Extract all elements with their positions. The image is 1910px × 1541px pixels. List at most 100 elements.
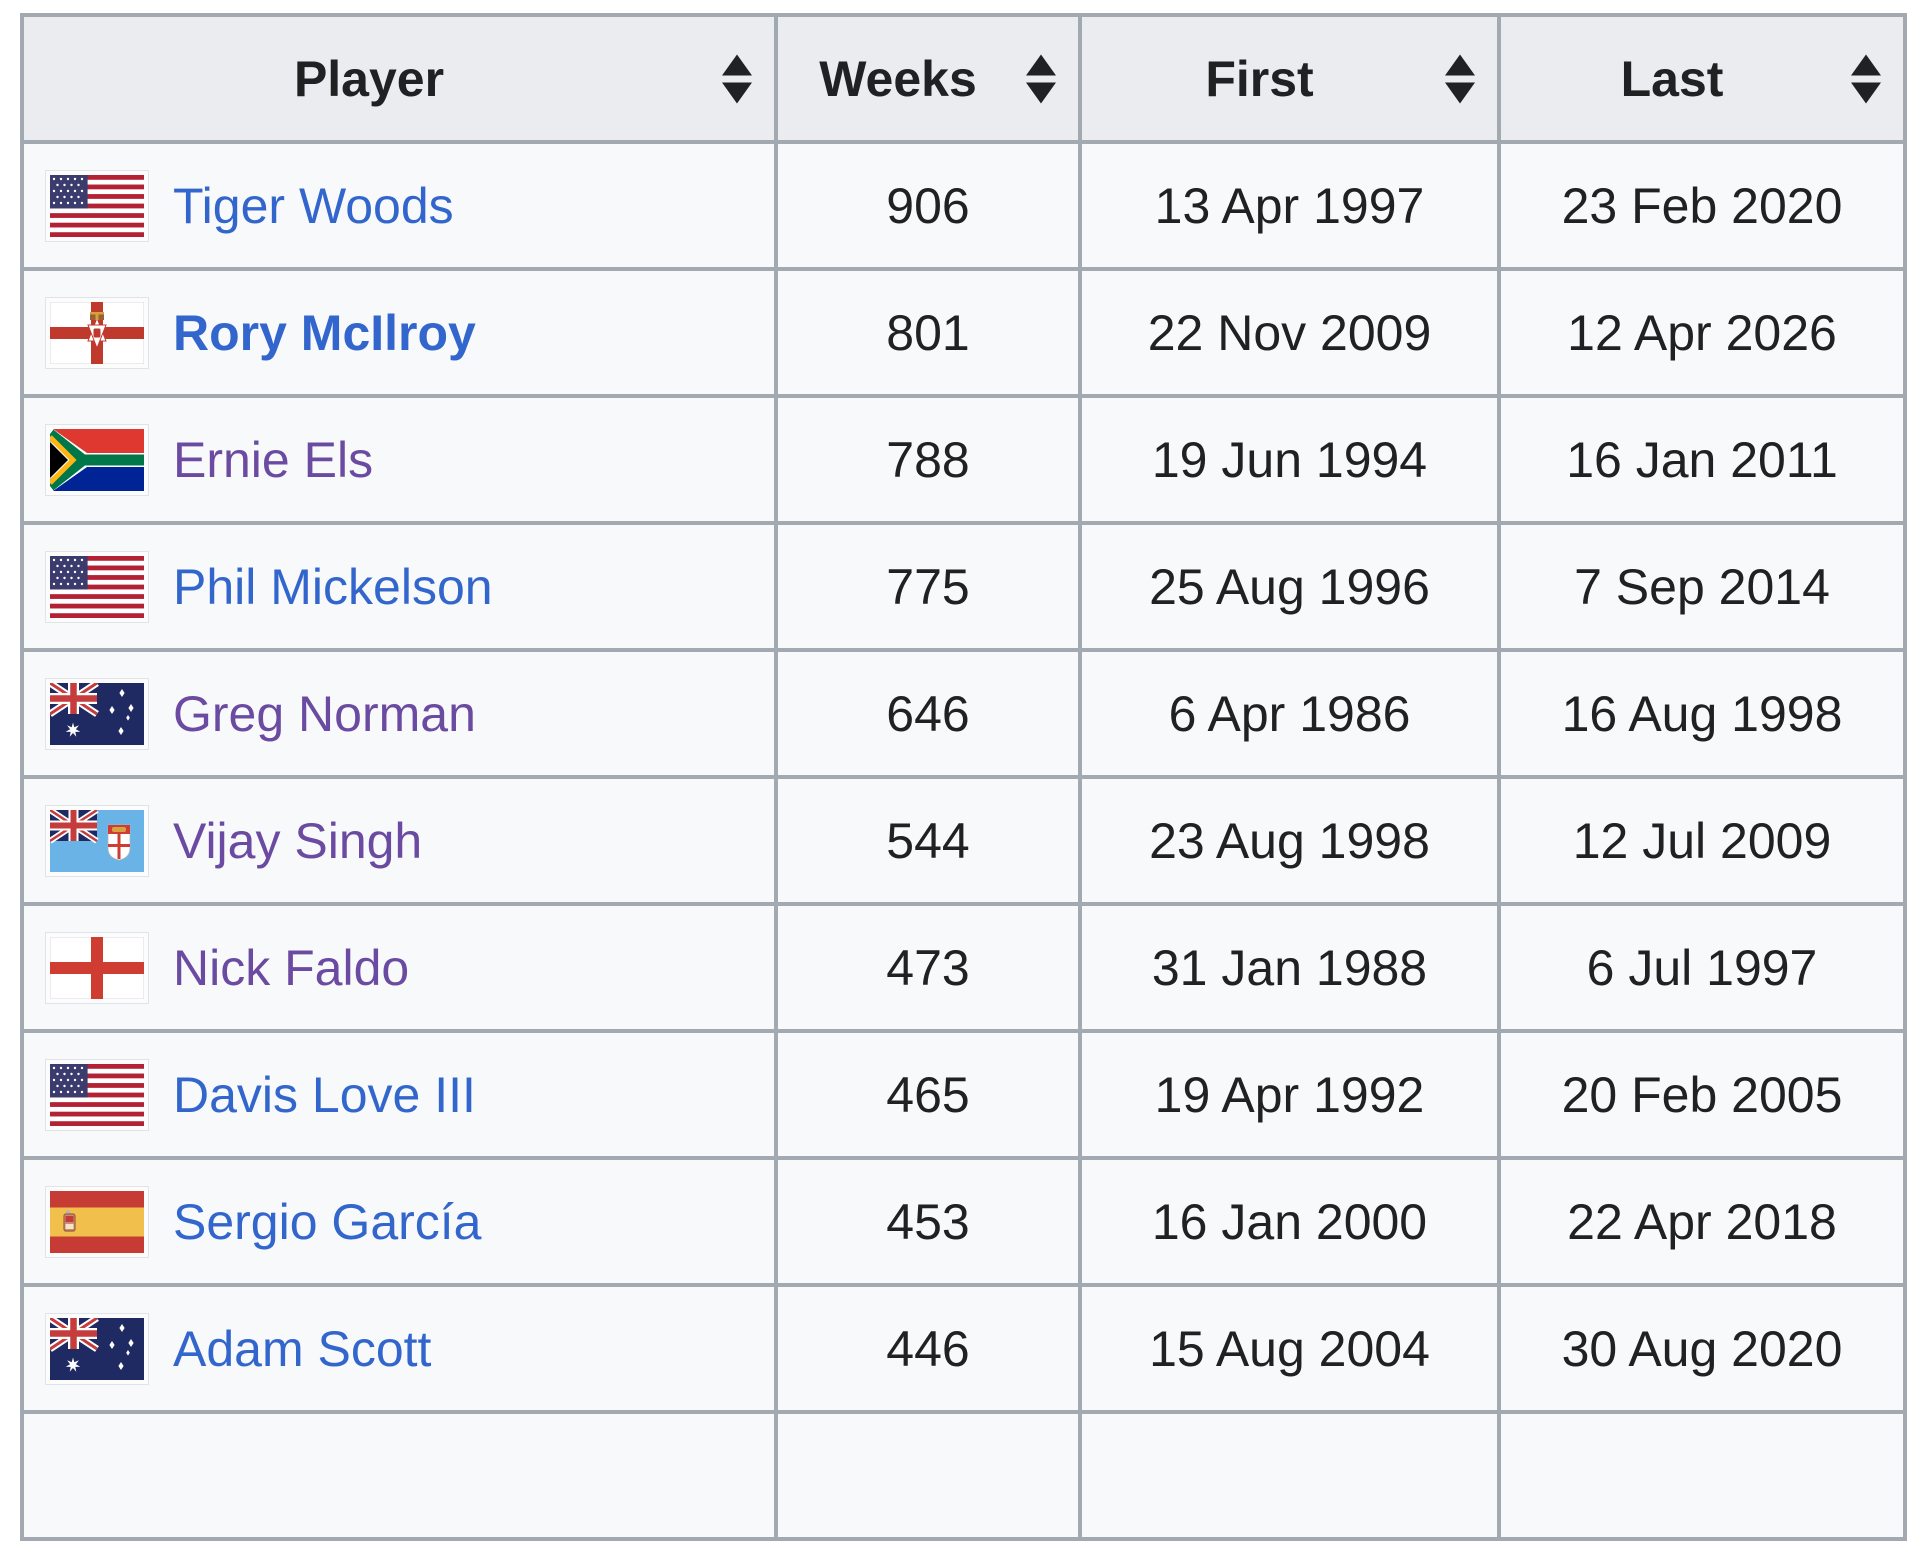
column-header-weeks[interactable]: Weeks [774, 13, 1082, 144]
column-header-last[interactable]: Last [1497, 13, 1907, 144]
sort-up-down-icon[interactable] [1851, 54, 1881, 103]
player-link[interactable]: Rory McIlroy [173, 304, 476, 361]
last-date-cell: 7 Sep 2014 [1497, 521, 1907, 652]
table-row: Nick Faldo 473 31 Jan 1988 6 Jul 1997 [20, 902, 1907, 1033]
table-row: Sergio García 453 16 Jan 2000 22 Apr 201… [20, 1156, 1907, 1287]
flag-au-icon [46, 1313, 148, 1384]
flag-nir-icon [46, 297, 148, 368]
first-date-cell: 15 Aug 2004 [1078, 1283, 1501, 1414]
player-link[interactable]: Adam Scott [173, 1320, 432, 1377]
sort-descending-triangle-icon [1445, 82, 1475, 103]
player-link[interactable]: Tiger Woods [173, 177, 454, 234]
player-inner: Tiger Woods [24, 170, 774, 241]
player-cell: Tiger Woods [20, 140, 778, 271]
weeks-cell: 473 [774, 902, 1082, 1033]
player-inner: Nick Faldo [24, 932, 774, 1003]
table-row-partial [20, 1410, 1907, 1541]
weeks-cell: 544 [774, 775, 1082, 906]
column-header-label: Last [1620, 50, 1724, 107]
weeks-cell [774, 1410, 1082, 1541]
flag-us-icon [46, 551, 148, 622]
player-inner: Sergio García [24, 1186, 774, 1257]
first-date-cell: 6 Apr 1986 [1078, 648, 1501, 779]
last-date-cell: 12 Jul 2009 [1497, 775, 1907, 906]
player-cell: Greg Norman [20, 648, 778, 779]
first-date-cell: 16 Jan 2000 [1078, 1156, 1501, 1287]
last-date-cell: 16 Aug 1998 [1497, 648, 1907, 779]
table-row: Greg Norman 646 6 Apr 1986 16 Aug 1998 [20, 648, 1907, 779]
player-cell: Phil Mickelson [20, 521, 778, 652]
flag-us-icon [46, 170, 148, 241]
flag-eng-icon [46, 932, 148, 1003]
player-cell: Ernie Els [20, 394, 778, 525]
player-cell: Adam Scott [20, 1283, 778, 1414]
sort-up-down-icon[interactable] [722, 54, 752, 103]
weeks-cell: 906 [774, 140, 1082, 271]
flag-es-icon [46, 1186, 148, 1257]
flag-us-icon [46, 1059, 148, 1130]
column-header-label: First [1205, 50, 1314, 107]
last-date-cell: 16 Jan 2011 [1497, 394, 1907, 525]
last-date-cell: 20 Feb 2005 [1497, 1029, 1907, 1160]
first-date-cell: 19 Jun 1994 [1078, 394, 1501, 525]
player-link[interactable]: Davis Love III [173, 1066, 476, 1123]
player-link[interactable]: Vijay Singh [173, 812, 423, 869]
sort-up-down-icon[interactable] [1445, 54, 1475, 103]
first-date-cell [1078, 1410, 1501, 1541]
player-link[interactable]: Ernie Els [173, 431, 374, 488]
last-date-cell [1497, 1410, 1907, 1541]
last-date-cell: 30 Aug 2020 [1497, 1283, 1907, 1414]
table-header: Player Weeks First Last [20, 13, 1907, 144]
first-date-cell: 22 Nov 2009 [1078, 267, 1501, 398]
player-cell [20, 1410, 778, 1541]
player-link[interactable]: Phil Mickelson [173, 558, 493, 615]
player-cell: Vijay Singh [20, 775, 778, 906]
first-date-cell: 31 Jan 1988 [1078, 902, 1501, 1033]
player-cell: Rory McIlroy [20, 267, 778, 398]
last-date-cell: 12 Apr 2026 [1497, 267, 1907, 398]
last-date-cell: 23 Feb 2020 [1497, 140, 1907, 271]
table-body: Tiger Woods 906 13 Apr 1997 23 Feb 2020 … [20, 140, 1907, 1541]
first-date-cell: 23 Aug 1998 [1078, 775, 1501, 906]
weeks-cell: 465 [774, 1029, 1082, 1160]
sort-up-down-icon[interactable] [1026, 54, 1056, 103]
page: { "theme": { "page_bg": "#ffffff", "tabl… [20, 13, 1907, 1541]
column-header-first[interactable]: First [1078, 13, 1501, 144]
column-header-player[interactable]: Player [20, 13, 778, 144]
table-row: Tiger Woods 906 13 Apr 1997 23 Feb 2020 [20, 140, 1907, 271]
player-cell: Davis Love III [20, 1029, 778, 1160]
player-inner: Greg Norman [24, 678, 774, 749]
player-cell: Sergio García [20, 1156, 778, 1287]
sort-ascending-triangle-icon [722, 54, 752, 75]
table-row: Adam Scott 446 15 Aug 2004 30 Aug 2020 [20, 1283, 1907, 1414]
player-inner: Davis Love III [24, 1059, 774, 1130]
player-cell: Nick Faldo [20, 902, 778, 1033]
table-row: Vijay Singh 544 23 Aug 1998 12 Jul 2009 [20, 775, 1907, 906]
player-inner: Adam Scott [24, 1313, 774, 1384]
player-inner: Vijay Singh [24, 805, 774, 876]
player-inner: Ernie Els [24, 424, 774, 495]
weeks-cell: 646 [774, 648, 1082, 779]
weeks-cell: 801 [774, 267, 1082, 398]
player-inner: Phil Mickelson [24, 551, 774, 622]
player-link[interactable]: Greg Norman [173, 685, 476, 742]
weeks-cell: 788 [774, 394, 1082, 525]
flag-fj-icon [46, 805, 148, 876]
sort-ascending-triangle-icon [1026, 54, 1056, 75]
last-date-cell: 22 Apr 2018 [1497, 1156, 1907, 1287]
first-date-cell: 13 Apr 1997 [1078, 140, 1501, 271]
sort-ascending-triangle-icon [1445, 54, 1475, 75]
flag-za-icon [46, 424, 148, 495]
sort-descending-triangle-icon [722, 82, 752, 103]
weeks-cell: 453 [774, 1156, 1082, 1287]
weeks-cell: 446 [774, 1283, 1082, 1414]
table-row: Ernie Els 788 19 Jun 1994 16 Jan 2011 [20, 394, 1907, 525]
player-link[interactable]: Sergio García [173, 1193, 482, 1250]
column-header-label: Player [293, 50, 445, 107]
table-row: Rory McIlroy 801 22 Nov 2009 12 Apr 2026 [20, 267, 1907, 398]
column-header-label: Weeks [819, 50, 977, 107]
most-weeks-number-one-table: Player Weeks First Last [20, 13, 1907, 1541]
header-row: Player Weeks First Last [20, 13, 1907, 144]
player-link[interactable]: Nick Faldo [173, 939, 410, 996]
first-date-cell: 25 Aug 1996 [1078, 521, 1501, 652]
